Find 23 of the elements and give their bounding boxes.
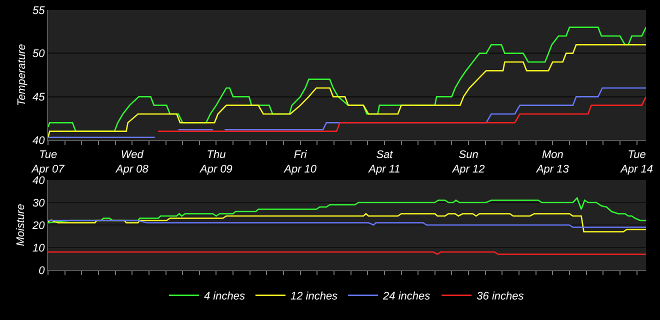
x-tick-label: Thu Apr 09	[199, 149, 232, 176]
x-tick-label: Sat Apr 11	[368, 149, 400, 176]
legend-label: 36 inches	[476, 290, 524, 303]
y-tick-label: 40	[32, 134, 46, 147]
legend-label: 12 inches	[290, 290, 338, 303]
y-tick-label: 30	[32, 197, 46, 210]
y-axis-title: Moisture	[15, 204, 28, 246]
x-tick-label: Wed Apr 08	[114, 149, 150, 176]
y-tick-label: 50	[32, 48, 46, 60]
x-tick-label: Sun Apr 12	[451, 149, 485, 176]
y-tick-label: 55	[32, 4, 46, 17]
x-tick-label: Tue Apr 14	[620, 149, 653, 176]
legend-label: 24 inches	[382, 290, 431, 303]
y-tick-label: 40	[32, 174, 46, 187]
y-tick-label: 45	[32, 92, 46, 104]
y-tick-label: 20	[32, 220, 46, 232]
x-tick-label: Fri Apr 10	[283, 149, 318, 176]
y-tick-label: 0	[38, 264, 46, 277]
y-axis-title: Temperature	[16, 44, 28, 106]
y-tick-label: 10	[32, 242, 46, 254]
x-tick-label: Mon Apr 13	[535, 149, 570, 176]
legend-label: 4 inches	[204, 290, 246, 303]
x-tick-label: Tue Apr 07	[30, 149, 66, 176]
